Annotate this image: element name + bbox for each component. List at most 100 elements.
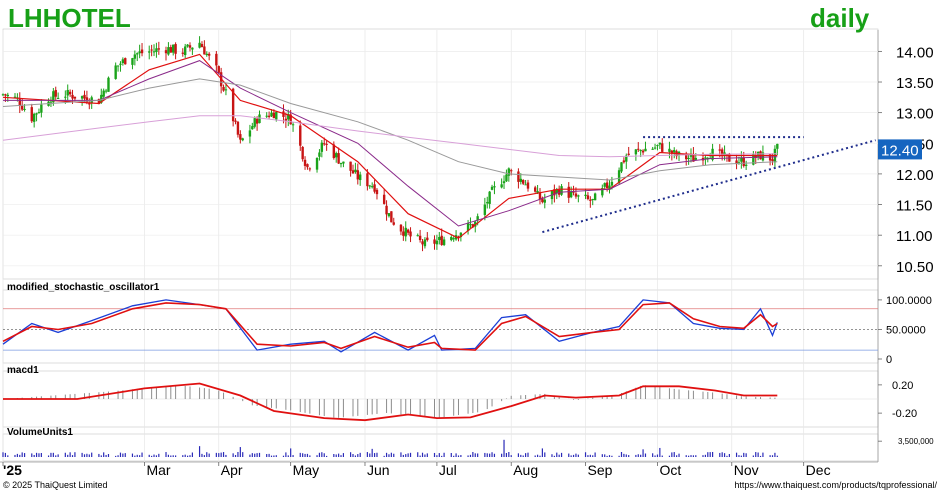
candle-body [373,184,376,192]
price-axis-label: 11.50 [896,198,932,215]
candle-body [510,170,513,172]
candle-body [644,148,647,152]
candle-body [299,125,302,146]
x-axis-label: Nov [734,462,759,478]
candle-body [651,148,654,150]
candle-body [538,192,542,200]
candle-body [6,94,9,97]
candle-body [332,144,336,158]
candle-body [670,150,674,154]
candle-body [486,202,489,204]
candle-body [354,169,357,173]
x-axis-label: Oct [659,462,681,478]
candle-body [560,186,563,195]
candle-body [421,241,424,245]
candle-body [608,185,611,190]
candle-body [83,94,86,99]
last-price-value: 12.40 [881,142,919,159]
candle-body [54,89,57,97]
stochastic-axis-label: 50.0000 [886,324,926,336]
candle-body [325,143,328,145]
candle-body [610,181,614,186]
candle-body [203,46,206,55]
candle-body [85,97,89,103]
price-panel [1,36,876,252]
x-axis-label: Mar [146,462,170,478]
candle-body [402,231,405,236]
candle-body [265,115,268,117]
candle-body [13,96,17,98]
candle-body [205,53,208,56]
candle-body [30,107,33,122]
candle-body [315,157,319,170]
stochastic-d-line [2,302,778,351]
moving-average-slow-line [2,78,778,181]
candle-body [287,113,290,120]
candle-body [358,174,362,181]
candle-body [370,186,374,188]
candle-body [20,105,24,110]
candle-body [323,143,326,145]
candle-body [231,88,235,122]
candle-body [35,113,38,115]
candle-body [754,155,757,158]
candle-body [466,222,470,231]
grid-lines [0,28,879,463]
candle-body [526,182,530,189]
candle-body [217,66,220,73]
candle-body [114,65,117,79]
candle-body [40,104,43,113]
candle-body [337,153,340,164]
candle-body [71,94,74,99]
candle-body [617,170,621,184]
volume-panel-title: VolumeUnits1 [7,427,73,438]
source-url-link[interactable]: https://www.thaiquest.com/products/tqpro… [734,480,937,490]
candle-body [200,44,204,48]
candle-body [102,90,105,97]
candle-body [533,187,537,192]
candle-body [241,138,244,141]
candle-body [541,197,544,203]
last-price-tag [878,139,922,160]
candle-body [469,224,472,226]
candle-body [282,111,285,117]
candle-body [423,239,427,247]
candle-body [442,239,446,245]
candle-body [522,180,525,184]
candle-body [207,53,211,56]
candle-body [737,162,741,164]
candle-body [291,124,295,126]
moving-average-mid-line [3,60,778,227]
candle-body [272,112,276,119]
candle-body [476,216,479,221]
candle-body [342,161,345,164]
candle-body [172,44,175,53]
candle-body [181,52,184,54]
x-axis-label: Aug [513,462,538,478]
candle-body [32,113,36,122]
macd-panel [3,382,878,422]
stochastic-panel-title: modified_stochastic_oscillator1 [7,282,160,293]
candle-body [97,99,101,105]
copyright-text: © 2025 ThaiQuest Limited [3,480,108,490]
candle-body [474,221,477,227]
candle-body [56,97,60,99]
candle-body [577,195,580,197]
candle-body [37,112,41,114]
candle-body [490,186,494,190]
candle-body [88,103,91,105]
candle-body [52,91,55,103]
candle-body [438,237,441,241]
candle-body [406,229,410,233]
candle-body [440,235,443,245]
candle-body [656,145,659,147]
candle-body [567,186,570,198]
stochastic-k-line [2,299,778,353]
candle-body [375,189,379,195]
candle-body [239,134,242,140]
candle-body [399,224,403,232]
candle-body [198,42,201,48]
candle-body [136,53,139,55]
macd-axis-label: 0.20 [892,380,913,392]
candle-body [694,157,698,160]
